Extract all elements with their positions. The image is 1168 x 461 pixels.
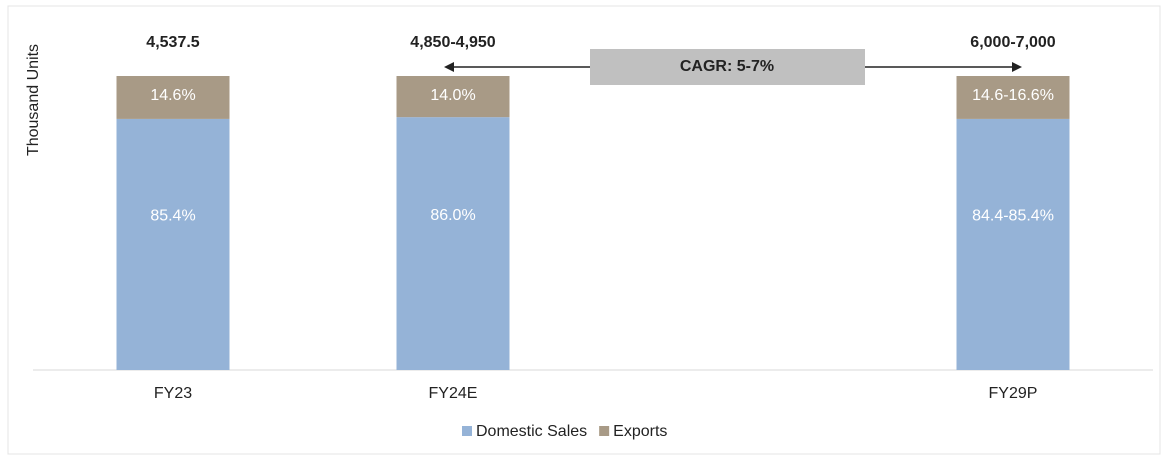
legend-swatch [462,426,472,436]
bar-segment [396,76,510,118]
data-label: 14.6% [150,87,195,104]
bar-segment [396,117,510,370]
total-label: 4,537.5 [146,34,199,51]
total-label: 6,000-7,000 [970,34,1056,51]
total-label: 4,850-4,950 [410,34,496,51]
frame [7,5,1161,455]
x-tick-label: FY29P [989,385,1038,402]
legend-label: Exports [613,423,667,440]
annotation-box [590,49,865,85]
bar-segment [956,76,1070,119]
x-tick-label: FY24E [429,385,478,402]
y-axis-label: Thousand Units [25,44,42,156]
data-label: 86.0% [430,207,475,224]
data-label: 85.4% [150,208,195,225]
x-tick-label: FY23 [154,385,192,402]
data-label: 14.6-16.6% [972,87,1054,104]
bar-segment [116,76,230,119]
annotation: CAGR: 5-7% [680,58,774,75]
data-label: 84.4-85.4% [972,208,1054,225]
data-label: 14.0% [430,87,475,104]
legend-label: Domestic Sales [476,423,587,440]
bar-segment [956,118,1070,370]
legend-swatch [599,426,610,436]
bar-segment [116,118,230,370]
